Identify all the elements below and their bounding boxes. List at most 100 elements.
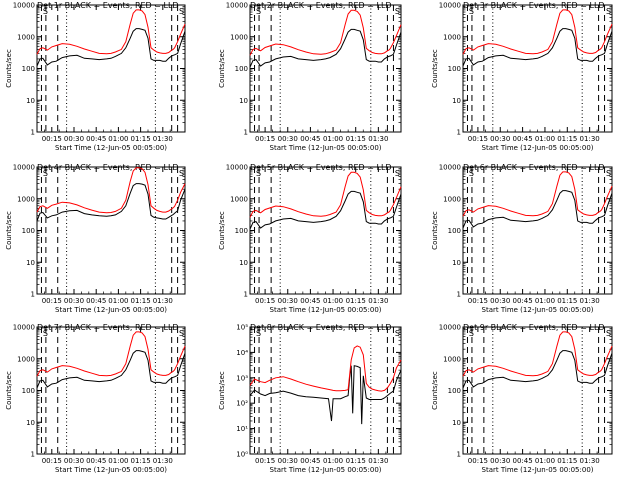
saa-mark: S: [256, 329, 261, 338]
plot-frame: [462, 166, 613, 295]
y-tick-label: 10³: [236, 374, 248, 382]
y-tick-label: 100: [22, 227, 35, 235]
y-tick-label: 1: [31, 451, 35, 459]
y-axis-label: Counts/sec: [431, 211, 439, 250]
y-tick-label: 10: [239, 97, 248, 105]
plot-frame: [462, 326, 613, 455]
lld-rate-line: [36, 167, 186, 214]
x-tick-label: 01:00: [323, 457, 343, 465]
saa-mark: S: [469, 329, 474, 338]
y-tick-label: 100: [22, 387, 35, 395]
x-tick-label: 00:45: [513, 135, 533, 143]
x-tick-label: 00:30: [64, 135, 84, 143]
events-rate-line: [462, 28, 613, 67]
x-tick-label: 00:30: [278, 135, 298, 143]
x-tick-label: 00:45: [86, 457, 106, 465]
y-axis-label: Counts/sec: [218, 211, 226, 250]
y-tick-label: 10: [452, 97, 461, 105]
chart-panel-5: Det 5r BLACK = Events, RED = LLD 1 10 100 10…: [218, 163, 402, 314]
saa-mark: S: [179, 329, 184, 338]
saa-mark: S: [256, 169, 261, 178]
x-tick-label: 01:00: [108, 135, 128, 143]
y-tick-label: 10000: [439, 2, 461, 10]
x-tick-label: 00:15: [468, 135, 488, 143]
y-axis-label: Counts/sec: [5, 371, 13, 410]
x-tick-label: 00:30: [278, 297, 298, 305]
y-tick-label: 10000: [439, 324, 461, 332]
x-axis-label: Start Time (12-Jun-05 00:05:00): [55, 144, 167, 152]
saa-mark: S: [469, 7, 474, 16]
y-tick-label: 1: [457, 451, 461, 459]
chart-panel-1: Det 1r BLACK = Events, RED = LLD 1 10 100 10…: [5, 1, 186, 152]
y-tick-label: 10000: [226, 2, 248, 10]
y-tick-label: 10000: [13, 2, 35, 10]
y-tick-label: 100: [448, 227, 461, 235]
chart-panel-7: Det 7r BLACK = Events, RED = LLD 1 10 100 10…: [5, 323, 186, 474]
saa-mark: S: [469, 169, 474, 178]
y-axis-label: Counts/sec: [431, 49, 439, 88]
y-tick-label: 100: [22, 65, 35, 73]
saa-mark: S: [606, 7, 611, 16]
x-tick-label: 00:15: [255, 297, 275, 305]
events-rate-line: [462, 190, 613, 229]
saa-mark: S: [606, 329, 611, 338]
chart-panel-4: Det 4r BLACK = Events, RED = LLD 1 10 100 10…: [5, 163, 186, 314]
x-tick-label: 00:30: [64, 297, 84, 305]
panel-title: Det 9r BLACK = Events, RED = LLD: [463, 323, 605, 332]
y-tick-label: 10000: [13, 324, 35, 332]
plot-frame: [462, 4, 613, 133]
x-tick-label: 01:15: [346, 457, 366, 465]
y-tick-label: 10000: [439, 164, 461, 172]
y-tick-label: 1: [457, 291, 461, 299]
x-tick-label: 01:30: [580, 297, 600, 305]
x-axis-label: Start Time (12-Jun-05 00:05:00): [270, 144, 382, 152]
y-tick-label: 10: [452, 259, 461, 267]
x-tick-label: 00:15: [468, 457, 488, 465]
panel-title: Det 8r BLACK = Events, RED = LLD: [250, 323, 392, 332]
lld-rate-line: [462, 331, 613, 377]
x-tick-label: 00:30: [64, 457, 84, 465]
x-axis-label: Start Time (12-Jun-05 00:05:00): [55, 466, 167, 474]
x-tick-label: 00:30: [490, 297, 510, 305]
x-axis-label: Start Time (12-Jun-05 00:05:00): [55, 306, 167, 314]
y-tick-label: 10: [239, 259, 248, 267]
events-rate-line: [36, 183, 186, 222]
y-tick-label: 10: [452, 419, 461, 427]
chart-panel-8: Det 8r BLACK = Events, RED = LLD 10⁰ 10¹ 10…: [218, 323, 402, 474]
x-tick-label: 00:15: [468, 297, 488, 305]
panel-title: Det 3r BLACK = Events, RED = LLD: [463, 1, 605, 10]
x-tick-label: 00:15: [255, 457, 275, 465]
x-tick-label: 00:45: [300, 297, 320, 305]
x-tick-label: 01:00: [535, 297, 555, 305]
y-axis-label: Counts/sec: [5, 49, 13, 88]
x-tick-label: 01:00: [323, 135, 343, 143]
y-tick-label: 100: [235, 65, 248, 73]
x-tick-label: 01:30: [368, 297, 388, 305]
events-rate-line: [249, 28, 402, 68]
y-tick-label: 10000: [226, 164, 248, 172]
x-tick-label: 00:30: [490, 457, 510, 465]
y-tick-label: 10: [26, 259, 35, 267]
panel-title: Det 6r BLACK = Events, RED = LLD: [463, 163, 605, 172]
saa-mark: S: [43, 169, 48, 178]
y-tick-label: 1000: [230, 195, 248, 203]
chart-panel-9: Det 9r BLACK = Events, RED = LLD 1 10 100 10…: [431, 323, 613, 474]
plot-frame: [36, 4, 186, 133]
x-tick-label: 00:45: [513, 297, 533, 305]
panel-title: Det 7r BLACK = Events, RED = LLD: [37, 323, 179, 332]
plot-frame: [249, 166, 402, 295]
x-axis-label: Start Time (12-Jun-05 00:05:00): [482, 306, 594, 314]
plot-frame: [36, 166, 186, 295]
saa-mark: S: [395, 169, 400, 178]
x-tick-label: 01:00: [535, 135, 555, 143]
x-axis-label: Start Time (12-Jun-05 00:05:00): [270, 306, 382, 314]
panel-title: Det 2r BLACK = Events, RED = LLD: [250, 1, 392, 10]
y-axis-label: Counts/sec: [431, 371, 439, 410]
y-tick-label: 10¹: [236, 425, 248, 433]
y-tick-label: 10000: [13, 164, 35, 172]
x-tick-label: 00:45: [300, 457, 320, 465]
y-tick-label: 1: [31, 129, 35, 137]
plot-frame: [36, 326, 186, 455]
x-tick-label: 00:30: [490, 135, 510, 143]
